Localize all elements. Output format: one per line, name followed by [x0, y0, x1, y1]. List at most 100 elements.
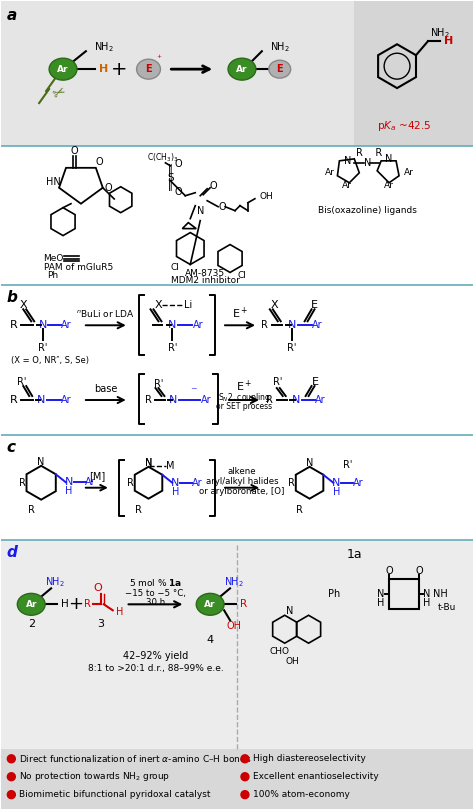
Ellipse shape	[137, 59, 161, 79]
Text: Ar: Ar	[384, 181, 394, 190]
Text: 3: 3	[97, 620, 104, 629]
Text: c: c	[6, 440, 15, 455]
Circle shape	[8, 773, 15, 781]
Text: No protection towards NH$_2$ group: No protection towards NH$_2$ group	[19, 770, 171, 783]
Text: Li: Li	[184, 301, 192, 310]
Text: N: N	[64, 477, 73, 488]
Text: C(CH$_3$)$_3$: C(CH$_3$)$_3$	[147, 151, 178, 164]
Text: Ar: Ar	[236, 65, 248, 74]
Text: H: H	[65, 486, 73, 497]
Text: Ar: Ar	[204, 600, 216, 609]
Text: E$^+$: E$^+$	[236, 378, 252, 394]
Text: H: H	[99, 64, 108, 75]
Text: R': R'	[273, 377, 283, 387]
Text: NH$_2$: NH$_2$	[45, 575, 65, 590]
Text: NH$_2$: NH$_2$	[224, 575, 244, 590]
Text: H: H	[116, 608, 123, 617]
Text: OH: OH	[227, 621, 242, 631]
Text: p$K_a$ ~42.5: p$K_a$ ~42.5	[377, 119, 431, 133]
Text: H: H	[61, 599, 69, 609]
Text: OH: OH	[286, 657, 300, 666]
Bar	[1, 748, 473, 808]
Text: NH$_2$: NH$_2$	[94, 40, 114, 54]
Text: N: N	[385, 154, 393, 164]
Text: N: N	[169, 395, 178, 405]
Text: N: N	[292, 395, 300, 405]
Text: E: E	[312, 377, 319, 387]
Text: M: M	[166, 461, 174, 471]
Ellipse shape	[17, 594, 45, 616]
Text: O: O	[174, 159, 182, 168]
Text: Ph: Ph	[47, 271, 59, 280]
Text: $^n$BuLi or LDA: $^n$BuLi or LDA	[76, 308, 135, 319]
Text: Direct functionalization of inert $\alpha$-amino C–H bonds: Direct functionalization of inert $\alph…	[19, 753, 252, 765]
Text: N: N	[288, 320, 296, 330]
Text: S$_N$2, coupling: S$_N$2, coupling	[218, 390, 270, 403]
Circle shape	[8, 755, 15, 763]
Text: N: N	[344, 156, 351, 166]
Text: Biomimetic bifunctional pyridoxal catalyst: Biomimetic bifunctional pyridoxal cataly…	[19, 791, 211, 799]
Text: Ar: Ar	[342, 181, 352, 190]
Text: ⁻: ⁻	[190, 386, 197, 399]
Text: t-Bu: t-Bu	[438, 603, 456, 612]
Text: N: N	[37, 457, 45, 467]
Text: E: E	[276, 64, 283, 75]
Text: E: E	[311, 301, 318, 310]
Text: O: O	[105, 183, 112, 193]
Text: Bis(oxazoline) ligands: Bis(oxazoline) ligands	[318, 207, 417, 215]
Text: [M]: [M]	[89, 471, 105, 481]
Text: Cl: Cl	[237, 271, 246, 280]
Text: Ar: Ar	[61, 395, 71, 405]
Text: E: E	[145, 64, 152, 75]
Text: Ar: Ar	[193, 320, 203, 330]
Text: 2: 2	[27, 620, 35, 629]
Text: Ar: Ar	[85, 477, 96, 488]
Text: N: N	[306, 458, 313, 468]
Text: 42–92% yield: 42–92% yield	[123, 651, 188, 661]
Text: R: R	[296, 505, 303, 514]
Text: alkene: alkene	[228, 467, 256, 476]
Text: S: S	[167, 173, 173, 183]
Text: NH$_2$: NH$_2$	[270, 40, 290, 54]
Text: Ar: Ar	[201, 395, 211, 405]
Text: O: O	[93, 583, 102, 594]
Text: d: d	[6, 544, 17, 560]
Text: R: R	[261, 320, 268, 330]
Text: aryl/alkyl halides: aryl/alkyl halides	[206, 477, 278, 486]
Text: R': R'	[154, 379, 163, 389]
Text: OH: OH	[260, 192, 273, 201]
Text: Cl: Cl	[171, 263, 180, 272]
Text: R: R	[266, 395, 273, 405]
Text: R': R'	[287, 343, 296, 353]
Text: Ar: Ar	[325, 168, 335, 177]
Text: High diastereoselectivity: High diastereoselectivity	[253, 754, 366, 763]
Text: R: R	[135, 505, 142, 514]
Text: O: O	[415, 566, 423, 577]
Bar	[354, 2, 473, 146]
Text: R': R'	[38, 343, 48, 353]
Text: H: H	[333, 487, 340, 497]
Text: base: base	[94, 384, 118, 394]
Ellipse shape	[228, 58, 256, 80]
Text: Ar: Ar	[404, 168, 414, 177]
Text: MDM2 inhibitor: MDM2 inhibitor	[171, 276, 240, 285]
Text: R: R	[84, 599, 91, 609]
Ellipse shape	[269, 60, 291, 78]
Text: ✂: ✂	[50, 83, 68, 103]
Text: or SET process: or SET process	[216, 403, 272, 411]
Text: $^+$: $^+$	[155, 53, 162, 62]
Text: R: R	[127, 478, 134, 488]
Text: Ph: Ph	[328, 590, 340, 599]
Ellipse shape	[196, 594, 224, 616]
Bar	[1, 2, 354, 146]
Text: N: N	[168, 320, 177, 330]
Text: H: H	[444, 36, 453, 46]
Text: E$^+$: E$^+$	[232, 305, 248, 321]
Text: H: H	[172, 487, 179, 497]
Text: R: R	[145, 395, 152, 405]
Text: N: N	[37, 395, 46, 405]
Text: CHO: CHO	[270, 646, 290, 655]
Text: Ar: Ar	[57, 65, 69, 74]
Text: Ar: Ar	[312, 320, 323, 330]
Text: 1a: 1a	[346, 548, 362, 561]
